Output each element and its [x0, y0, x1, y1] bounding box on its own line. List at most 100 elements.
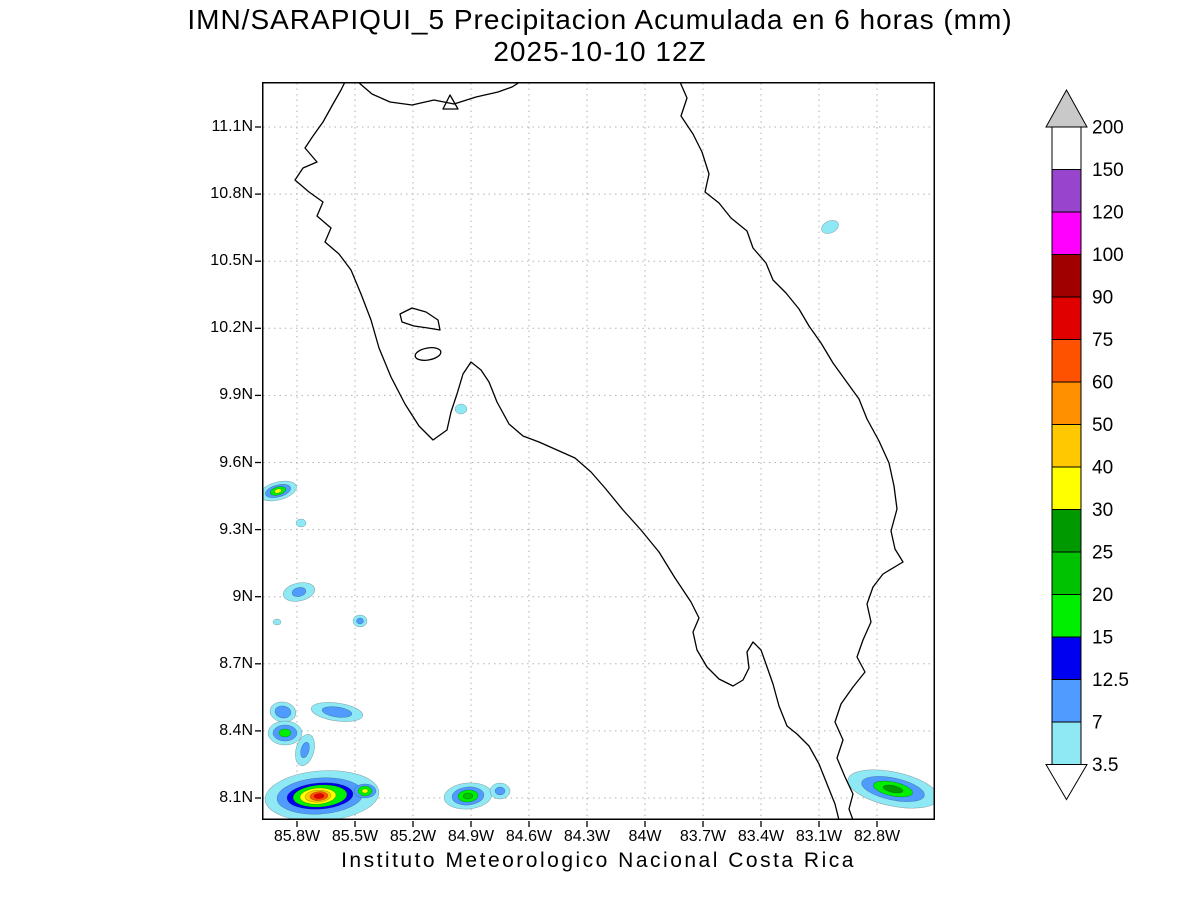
lat-tick-label: 11.1N — [211, 118, 253, 135]
map-canvas — [255, 82, 935, 827]
colorbar-tick-label: 100 — [1092, 245, 1124, 266]
precip-contour — [291, 587, 307, 597]
precip-cell — [454, 403, 468, 415]
lat-tick-label: 8.1N — [219, 789, 253, 806]
footer-caption: Instituto Meteorologico Nacional Costa R… — [341, 849, 856, 872]
colorbar-tick-label: 12.5 — [1092, 670, 1129, 691]
colorbar-segment — [1051, 636, 1082, 680]
lake-shoreline-path — [357, 82, 521, 106]
colorbar-tick-label: 200 — [1092, 118, 1124, 139]
precip-contour — [272, 618, 282, 626]
precip-contour — [882, 784, 904, 794]
colorbar-segment — [1051, 424, 1082, 468]
colorbar-segment — [1051, 254, 1082, 298]
precip-cell — [269, 701, 297, 723]
lat-tick-label: 9.6N — [219, 453, 253, 471]
lon-tick-label: 83.1W — [795, 828, 843, 845]
precip-contour — [274, 488, 282, 494]
lat-tick-label: 10.8N — [210, 185, 253, 203]
pacific-coastline-path — [294, 82, 840, 820]
precip-cell — [272, 618, 282, 626]
estuary-outline — [399, 307, 441, 331]
precip-cell — [353, 783, 377, 799]
lat-tick-label: 9.3N — [219, 520, 253, 538]
precip-contour — [462, 792, 474, 800]
colorbar-segment — [1051, 296, 1082, 340]
precip-contour — [274, 705, 292, 719]
colorbar-tick-label: 50 — [1092, 415, 1113, 436]
lat-tick-label: 8.7N — [219, 654, 253, 672]
precip-cell — [267, 720, 303, 746]
colorbar-segment — [1051, 211, 1082, 255]
colorbar-segment — [1051, 169, 1082, 213]
colorbar-segment — [1051, 509, 1082, 553]
precip-cell — [295, 734, 315, 766]
precip-cell — [443, 782, 493, 810]
lon-tick-label: 85.8W — [273, 828, 321, 845]
lon-tick-label: 85.2W — [389, 828, 437, 845]
colorbar-segment — [1051, 551, 1082, 595]
precip-contour — [361, 788, 369, 794]
colorbar-segment — [1051, 381, 1082, 425]
precip-contour — [300, 741, 310, 759]
lon-tick-label: 84.9W — [447, 828, 495, 845]
precip-cell — [847, 769, 935, 809]
colorbar-segment — [1051, 721, 1082, 765]
lat-tick-label: 10.2N — [210, 319, 253, 337]
colorbar-tick-label: 15 — [1092, 628, 1113, 649]
colorbar: 200 150 120 100 90 75 60 50 40 30 25 20 15 12.5 7 3.5 — [1045, 88, 1129, 801]
colorbar-tick-label: 30 — [1092, 500, 1113, 521]
lat-tick-label: 9.9N — [219, 386, 253, 404]
caribbean-coast-and-border-path — [679, 82, 904, 820]
precip-contour — [278, 728, 292, 738]
colorbar-segment — [1051, 594, 1082, 638]
colorbar-tick-label: 150 — [1092, 160, 1124, 181]
precip-cell — [282, 582, 316, 602]
lat-tick-label: 9N — [232, 587, 253, 605]
lat-tick-label: 8.4N — [219, 721, 253, 739]
precip-contour — [454, 403, 468, 415]
colorbar-tick-label: 120 — [1092, 203, 1124, 224]
precip-contour — [821, 220, 839, 234]
precip-cell — [262, 480, 297, 502]
lon-tick-label: 83.7W — [679, 828, 727, 845]
precip-cell — [352, 614, 368, 628]
colorbar-arrow-bottom — [1045, 764, 1088, 801]
lon-tick-label: 84.3W — [563, 828, 611, 845]
precip-cell — [264, 770, 380, 820]
chira-island-outline — [414, 347, 442, 361]
precip-cell — [310, 702, 364, 722]
colorbar-tick-label: 20 — [1092, 585, 1113, 606]
colorbar-segment — [1051, 339, 1082, 383]
colorbar-segment — [1051, 126, 1082, 170]
colorbar-tick-label: 7 — [1092, 713, 1103, 734]
colorbar-tick-label: 60 — [1092, 373, 1113, 394]
lon-tick-label: 82.8W — [853, 828, 901, 845]
precip-contour — [321, 706, 353, 718]
colorbar-segment — [1051, 679, 1082, 723]
lon-tick-label: 84W — [628, 828, 662, 845]
colorbar-tick-label: 75 — [1092, 330, 1113, 351]
colorbar-tick-label: 40 — [1092, 458, 1113, 479]
lat-tick-label: 10.5N — [210, 252, 253, 270]
colorbar-arrow-top — [1045, 88, 1088, 128]
precip-contour — [295, 518, 307, 528]
colorbar-tick-label: 25 — [1092, 543, 1113, 564]
lon-tick-label: 83.4W — [737, 828, 785, 845]
colorbar-segment — [1051, 466, 1082, 510]
colorbar-tick-label: 90 — [1092, 288, 1113, 309]
precip-contour — [313, 793, 325, 799]
precip-cell — [821, 220, 839, 234]
plot-title: IMN/SARAPIQUI_5 Precipitacion Acumulada … — [187, 4, 1013, 35]
lon-tick-label: 85.5W — [331, 828, 379, 845]
map-frame — [262, 82, 935, 820]
precip-cell — [489, 782, 511, 800]
precip-contour — [356, 617, 364, 625]
precip-cell — [295, 518, 307, 528]
plot-subtitle: 2025-10-10 12Z — [493, 36, 707, 67]
precip-contour — [494, 786, 506, 796]
colorbar-tick-label: 3.5 — [1092, 755, 1118, 776]
lon-tick-label: 84.6W — [505, 828, 553, 845]
islet-outline — [442, 94, 459, 110]
